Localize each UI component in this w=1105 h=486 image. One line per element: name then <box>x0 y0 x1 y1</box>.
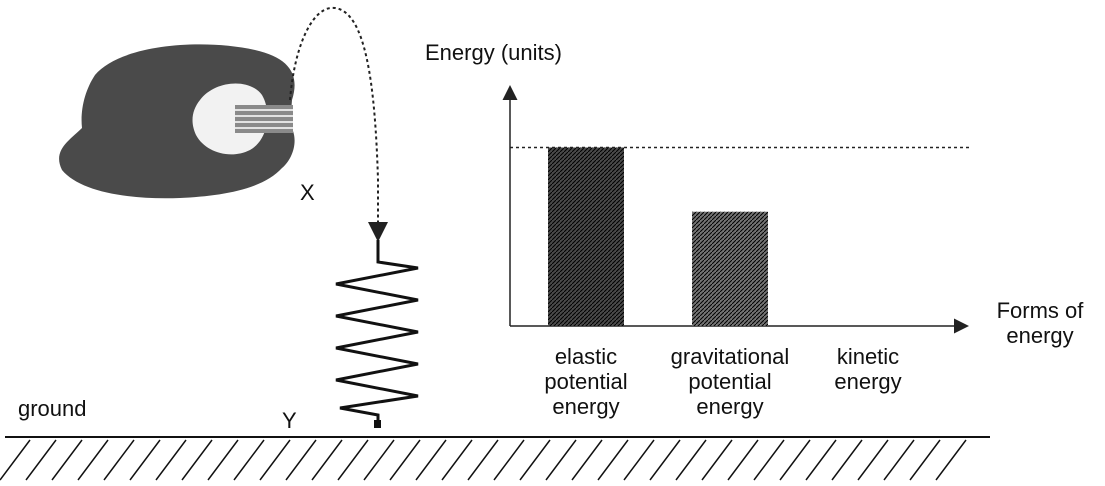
category-label: elastic potential energy <box>544 344 628 419</box>
x-axis-label: Forms of energy <box>996 298 1084 348</box>
point-y-label: Y <box>282 408 297 433</box>
bar-group <box>548 147 624 326</box>
hand <box>59 44 295 199</box>
category-label: kinetic energy <box>834 344 902 394</box>
trajectory <box>289 6 388 242</box>
bar-group <box>692 211 768 326</box>
bar <box>548 147 624 326</box>
spring-end <box>374 420 381 428</box>
bar <box>692 211 768 326</box>
ground-hatching <box>0 439 967 481</box>
ground-label: ground <box>18 396 87 421</box>
spring <box>335 240 419 425</box>
point-x-label: X <box>300 180 315 205</box>
category-label: gravitational potential energy <box>670 344 790 419</box>
y-axis-label: Energy (units) <box>425 40 562 65</box>
